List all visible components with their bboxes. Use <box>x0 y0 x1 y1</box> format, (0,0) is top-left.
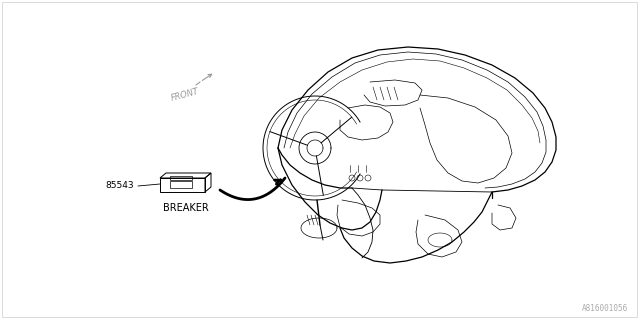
Text: BREAKER: BREAKER <box>163 203 209 213</box>
Text: A816001056: A816001056 <box>582 304 628 313</box>
Text: 85543: 85543 <box>105 181 134 190</box>
Text: FRONT: FRONT <box>170 87 200 103</box>
